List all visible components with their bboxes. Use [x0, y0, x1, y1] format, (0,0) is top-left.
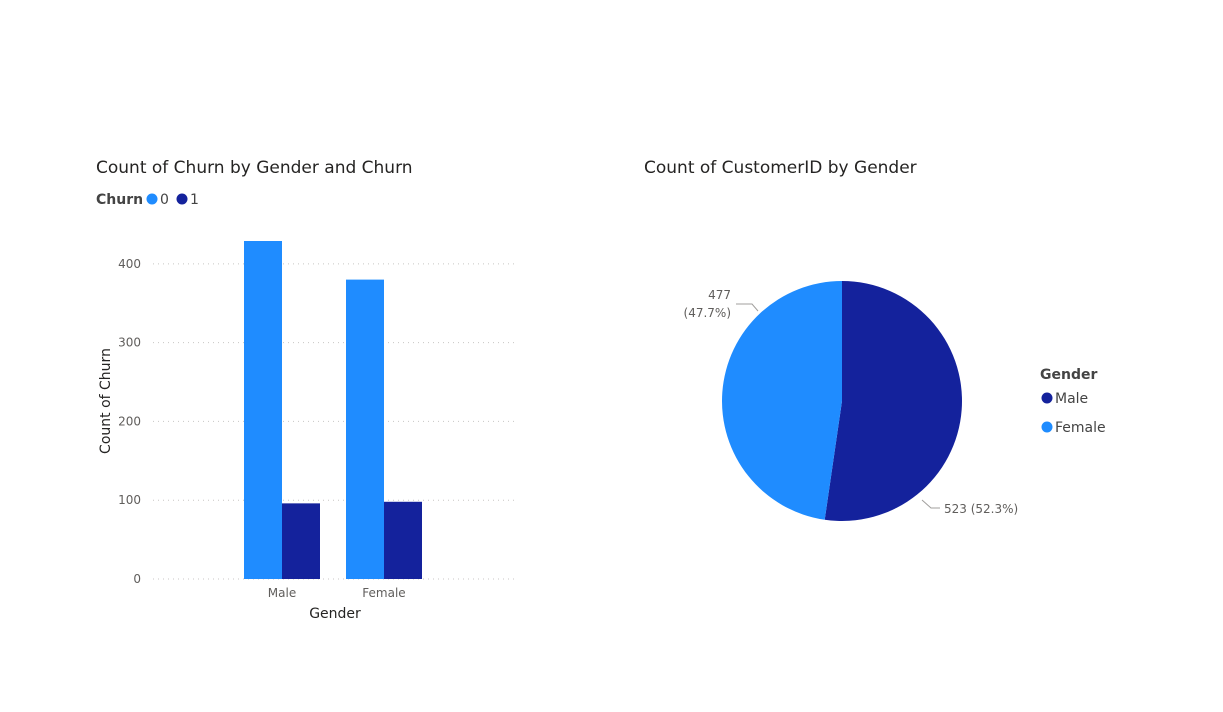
pie-data-label-female-value: 477 — [708, 288, 731, 302]
pie-slice-female[interactable] — [721, 281, 842, 520]
bar-chart-legend: Churn 0 1 — [96, 192, 199, 208]
bar-female-churn-0[interactable] — [346, 279, 384, 579]
pie-slices — [721, 281, 962, 521]
bar-y-tick-label: 300 — [118, 336, 141, 350]
pie-chart: Count of CustomerID by Gender 477 (47.7%… — [644, 158, 1106, 521]
bar-y-tick-label: 100 — [118, 493, 141, 507]
pie-chart-title: Count of CustomerID by Gender — [644, 158, 917, 178]
bar-female-churn-1[interactable] — [384, 501, 422, 579]
pie-legend-label-female: Female — [1055, 420, 1106, 436]
pie-data-label-male: 523 (52.3%) — [944, 502, 1018, 516]
bar-chart: Count of Churn by Gender and Churn Churn… — [96, 158, 518, 622]
bar-gridlines — [153, 263, 518, 580]
pie-data-label-female-percent: (47.7%) — [684, 306, 731, 320]
bar-legend-title: Churn — [96, 192, 143, 208]
bar-y-tick-label: 200 — [118, 414, 141, 428]
bar-y-axis-title: Count of Churn — [98, 348, 114, 454]
bar-x-axis-title: Gender — [309, 606, 361, 622]
bar-y-tick-label: 400 — [118, 257, 141, 271]
bar-x-tick-label: Male — [268, 586, 296, 600]
bar-x-tick-label: Female — [362, 586, 405, 600]
bar-chart-title: Count of Churn by Gender and Churn — [96, 158, 413, 178]
bar-legend-swatch-0 — [146, 193, 158, 205]
pie-leader-female — [736, 303, 759, 312]
bar-y-tick-labels: 0 100 200 300 400 — [118, 257, 141, 586]
bar-male-churn-1[interactable] — [282, 503, 320, 579]
pie-slice-male[interactable] — [824, 281, 962, 521]
pie-legend-label-male: Male — [1055, 391, 1088, 407]
bar-legend-swatch-1 — [176, 193, 188, 205]
bar-marks — [244, 241, 422, 579]
pie-legend-swatch-male — [1041, 392, 1053, 404]
pie-leader-male — [921, 499, 940, 509]
bar-legend-label-1: 1 — [190, 192, 199, 208]
pie-legend-title: Gender — [1040, 367, 1097, 383]
bar-x-tick-labels: Male Female — [268, 586, 406, 600]
bar-male-churn-0[interactable] — [244, 241, 282, 579]
pie-legend-swatch-female — [1041, 421, 1053, 433]
pie-data-labels: 477 (47.7%) 523 (52.3%) — [684, 288, 1019, 516]
bar-y-tick-label: 0 — [133, 572, 141, 586]
bar-legend-label-0: 0 — [160, 192, 169, 208]
pie-legend: Gender Male Female — [1040, 367, 1106, 436]
